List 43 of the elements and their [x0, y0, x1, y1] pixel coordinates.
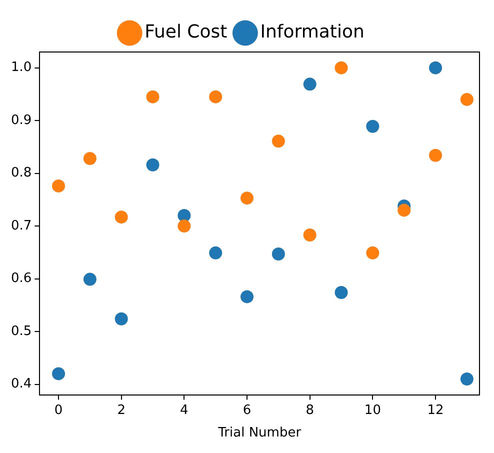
point	[52, 179, 66, 192]
point	[429, 61, 442, 74]
x-tick-label: 0	[54, 402, 63, 418]
point	[240, 192, 254, 205]
x-tick-label: 6	[242, 402, 252, 418]
x-tick-label: 12	[427, 402, 444, 418]
point	[334, 61, 348, 74]
point	[240, 290, 254, 304]
point	[83, 272, 96, 286]
legend-label: Fuel Cost	[144, 22, 228, 43]
x-tick-label: 4	[180, 402, 188, 418]
y-tick-label: 0.5	[10, 324, 32, 339]
point	[303, 228, 316, 242]
x-tick-label: 10	[364, 402, 381, 418]
y-tick-label: 0.4	[10, 376, 32, 392]
x-tick-label: 8	[306, 402, 314, 418]
point	[114, 312, 128, 326]
point	[272, 134, 285, 148]
point	[52, 367, 66, 380]
point	[366, 120, 380, 133]
point	[209, 246, 222, 260]
point	[209, 90, 222, 104]
legend-label: Information	[260, 22, 364, 43]
point	[272, 247, 285, 260]
x-axis-title: Trial Number	[217, 426, 302, 441]
y-tick-label: 0.6	[10, 271, 32, 286]
y-tick-label: 0.9	[10, 112, 32, 128]
point	[366, 246, 380, 260]
point	[303, 78, 316, 91]
point	[114, 210, 128, 224]
y-tick-label: 0.8	[10, 166, 32, 181]
y-tick-label: 0.7	[10, 218, 32, 234]
point	[146, 90, 160, 104]
y-tick-label: 1.0	[10, 60, 32, 76]
point	[460, 92, 474, 106]
point	[429, 148, 442, 162]
point	[146, 158, 160, 172]
point	[178, 220, 191, 233]
x-tick-label: 2	[117, 402, 126, 418]
point	[398, 204, 411, 217]
point	[334, 286, 348, 299]
point	[83, 152, 96, 166]
point	[460, 372, 474, 386]
